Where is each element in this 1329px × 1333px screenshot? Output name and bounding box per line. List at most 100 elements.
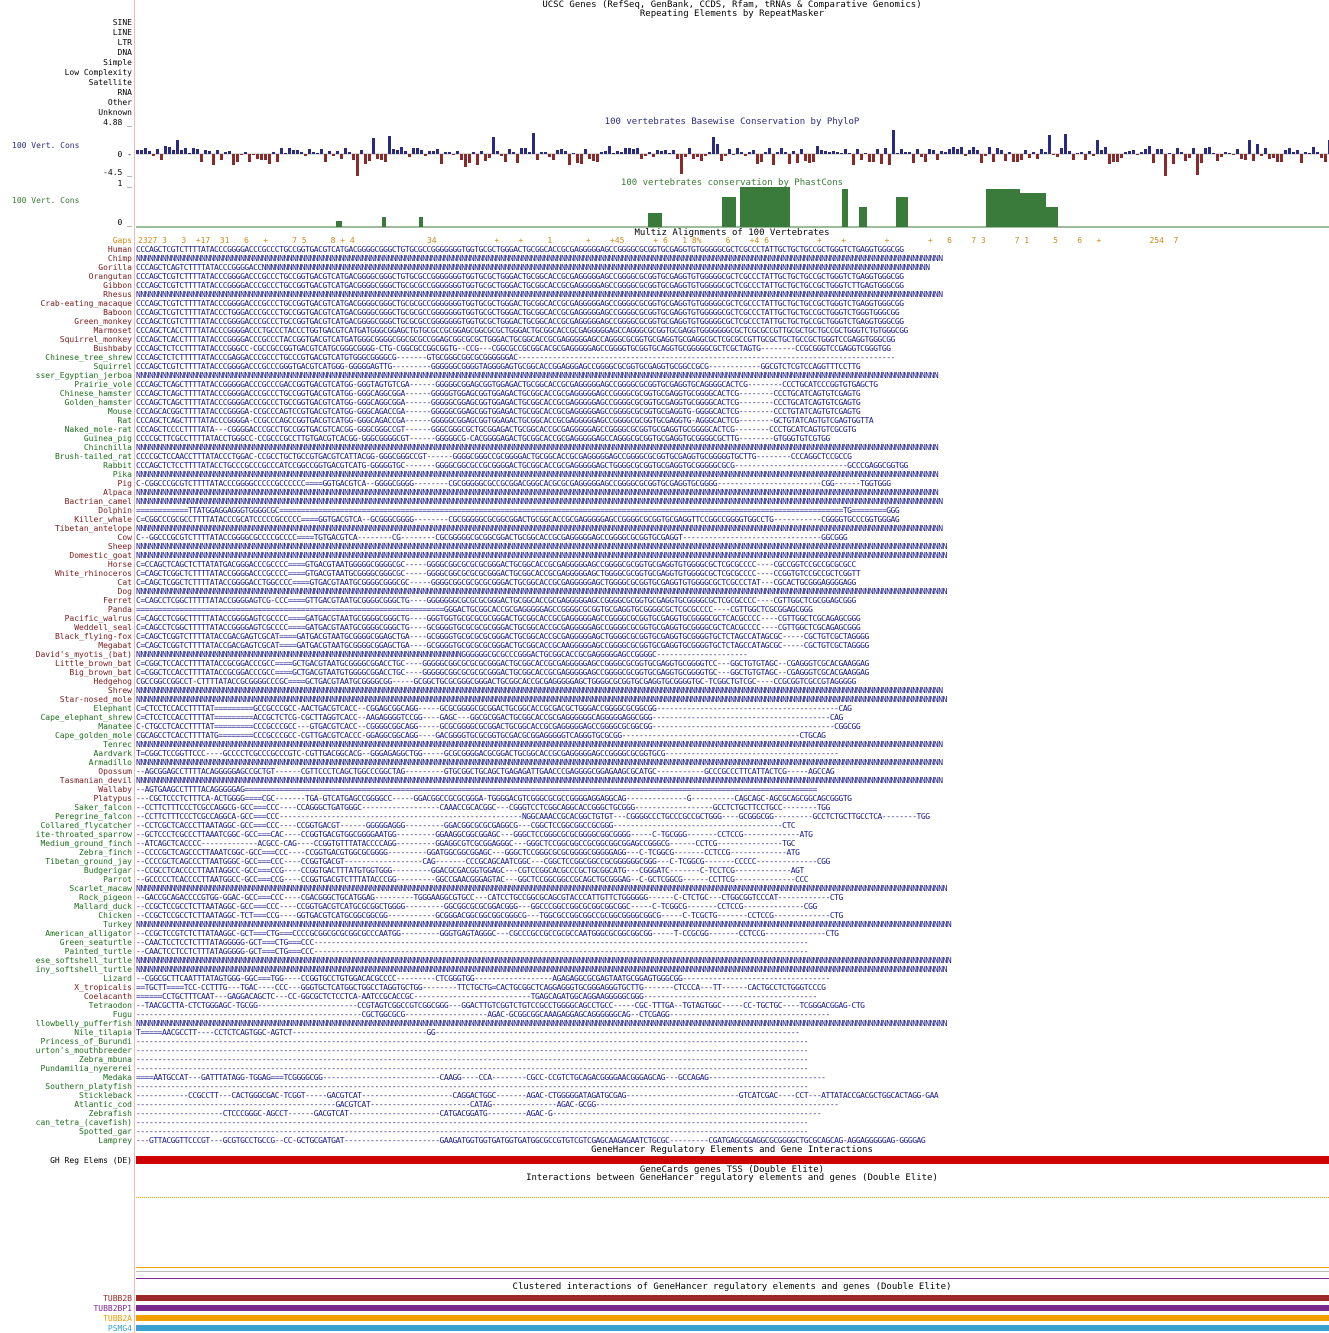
species-label[interactable]: Marmoset [93, 326, 132, 335]
cluster-gene-label[interactable]: TUBB2B [103, 1294, 132, 1303]
species-label[interactable]: Cape_golden_mole [54, 731, 132, 740]
species-label[interactable]: Squirrel [93, 362, 132, 371]
species-label[interactable]: Aardvark [93, 749, 132, 758]
species-label[interactable]: X_tropicalis [74, 983, 132, 992]
species-label[interactable]: Killer_whale [74, 515, 132, 524]
species-label[interactable]: Big_brown_bat [69, 668, 132, 677]
species-label[interactable]: Horse [107, 560, 132, 569]
species-label[interactable]: Ferret [103, 596, 132, 605]
species-label[interactable]: Collared_flycatcher [40, 821, 132, 830]
species-label[interactable]: Armadillo [88, 758, 132, 767]
species-label[interactable]: Peregrine_falcon [54, 812, 132, 821]
species-label[interactable]: llowbelly_pufferfish [35, 1019, 132, 1028]
species-label[interactable]: Saker_falcon [74, 803, 132, 812]
species-label[interactable]: Cape_elephant_shrew [40, 713, 132, 722]
species-label[interactable]: Little_brown_bat [54, 659, 132, 668]
species-label[interactable]: Manatee [98, 722, 132, 731]
species-label[interactable]: Platypus [93, 794, 132, 803]
phastcons-track-label[interactable]: 100 Vert. Cons [12, 196, 80, 205]
species-label[interactable]: Pacific_walrus [64, 614, 132, 623]
interaction-line-upper[interactable] [136, 1197, 1329, 1198]
species-label[interactable]: Rock_pigeon [79, 893, 132, 902]
species-label[interactable]: Zebra_finch [79, 848, 132, 857]
species-label[interactable]: Medium_ground_finch [40, 839, 132, 848]
cluster-bar[interactable] [136, 1315, 1329, 1321]
species-label[interactable]: Gorilla [98, 263, 132, 272]
species-label[interactable]: Fugu [112, 1010, 132, 1019]
species-label[interactable]: Pundamilia_nyererei [40, 1064, 132, 1073]
species-label[interactable]: White_rhinoceros [54, 569, 132, 578]
species-label[interactable]: Turkey [103, 920, 132, 929]
species-label[interactable]: Tenrec [103, 740, 132, 749]
phylop-track-label[interactable]: 100 Vert. Cons [12, 141, 80, 150]
species-label[interactable]: Star-nosed_mole [59, 695, 132, 704]
species-label[interactable]: Bushbaby [93, 344, 132, 353]
species-label[interactable]: Atlantic_cod [74, 1100, 132, 1109]
species-label[interactable]: Zebrafish [88, 1109, 132, 1118]
cluster-bar[interactable] [136, 1295, 1329, 1301]
species-label[interactable]: Hedgehog [93, 677, 132, 686]
species-label[interactable]: Tibetan_ground_jay [45, 857, 132, 866]
species-label[interactable]: Budgerigar [83, 866, 132, 875]
species-label[interactable]: Opossum [98, 767, 132, 776]
species-label[interactable]: Medaka [103, 1073, 132, 1082]
species-label[interactable]: Human [107, 245, 132, 254]
species-label[interactable]: Rabbit [103, 461, 132, 470]
species-label[interactable]: Domestic_goat [69, 551, 132, 560]
species-label[interactable]: Green_monkey [74, 317, 132, 326]
species-label[interactable]: Megabat [98, 641, 132, 650]
interaction-line-lower[interactable] [136, 1267, 1329, 1268]
species-label[interactable]: Parrot [103, 875, 132, 884]
species-label[interactable]: Pika [112, 470, 132, 479]
cluster-gene-label[interactable]: PSMG4 [107, 1324, 132, 1333]
species-label[interactable]: Rat [117, 416, 132, 425]
species-label[interactable]: Pig [117, 479, 132, 488]
species-label[interactable]: Painted_turtle [64, 947, 132, 956]
species-label[interactable]: Panda [107, 605, 132, 614]
cluster-bar[interactable] [136, 1305, 1329, 1311]
species-label[interactable]: Orangutan [88, 272, 132, 281]
species-label[interactable]: Zebra_mbuna [79, 1055, 132, 1064]
interaction-line-purple[interactable] [136, 1278, 1329, 1279]
species-label[interactable]: Rhesus [103, 290, 132, 299]
species-label[interactable]: Chinese_hamster [59, 389, 132, 398]
species-label[interactable]: Crab-eating_macaque [40, 299, 132, 308]
species-label[interactable]: Wallaby [98, 785, 132, 794]
species-label[interactable]: Chinese_tree_shrew [45, 353, 132, 362]
species-label[interactable]: Mouse [107, 407, 132, 416]
species-label[interactable]: Mallard_duck [74, 902, 132, 911]
species-label[interactable]: Golden_hamster [64, 398, 132, 407]
species-label[interactable]: Alpaca [103, 488, 132, 497]
species-label[interactable]: Lizard [103, 974, 132, 983]
species-label[interactable]: American_alligator [45, 929, 132, 938]
species-label[interactable]: Tetraodon [88, 1001, 132, 1010]
species-label[interactable]: Scarlet_macaw [69, 884, 132, 893]
species-label[interactable]: Lamprey [98, 1136, 132, 1145]
species-label[interactable]: Stickleback [79, 1091, 132, 1100]
genehancer-track-label[interactable]: GH Reg Elems (DE) [50, 1156, 132, 1165]
species-label[interactable]: Elephant [93, 704, 132, 713]
species-label[interactable]: Squirrel_monkey [59, 335, 132, 344]
species-label[interactable]: Coelacanth [83, 992, 132, 1001]
species-label[interactable]: Brush-tailed_rat [54, 452, 132, 461]
species-label[interactable]: Naked_mole-rat [64, 425, 132, 434]
species-label[interactable]: Gibbon [103, 281, 132, 290]
species-label[interactable]: Nile_tilapia [74, 1028, 132, 1037]
species-label[interactable]: Southern_platyfish [45, 1082, 132, 1091]
species-label[interactable]: Baboon [103, 308, 132, 317]
species-label[interactable]: David's_myotis_(bat) [35, 650, 132, 659]
species-label[interactable]: sser_Egyptian_jerboa [35, 371, 132, 380]
species-label[interactable]: Weddell_seal [74, 623, 132, 632]
species-label[interactable]: can_tetra_(cavefish) [35, 1118, 132, 1127]
cluster-gene-label[interactable]: TUBB2A [103, 1314, 132, 1323]
species-label[interactable]: Sheep [107, 542, 132, 551]
species-label[interactable]: Tasmanian_devil [59, 776, 132, 785]
species-label[interactable]: Green_seaturtle [59, 938, 132, 947]
species-label[interactable]: iny_softshell_turtle [35, 965, 132, 974]
cluster-gene-label[interactable]: TUBB2BP1 [93, 1304, 132, 1313]
species-label[interactable]: Shrew [107, 686, 132, 695]
species-label[interactable]: Cow [117, 533, 132, 542]
species-label[interactable]: Spotted_gar [79, 1127, 132, 1136]
species-label[interactable]: ite-throated_sparrow [35, 830, 132, 839]
species-label[interactable]: Cat [117, 578, 132, 587]
